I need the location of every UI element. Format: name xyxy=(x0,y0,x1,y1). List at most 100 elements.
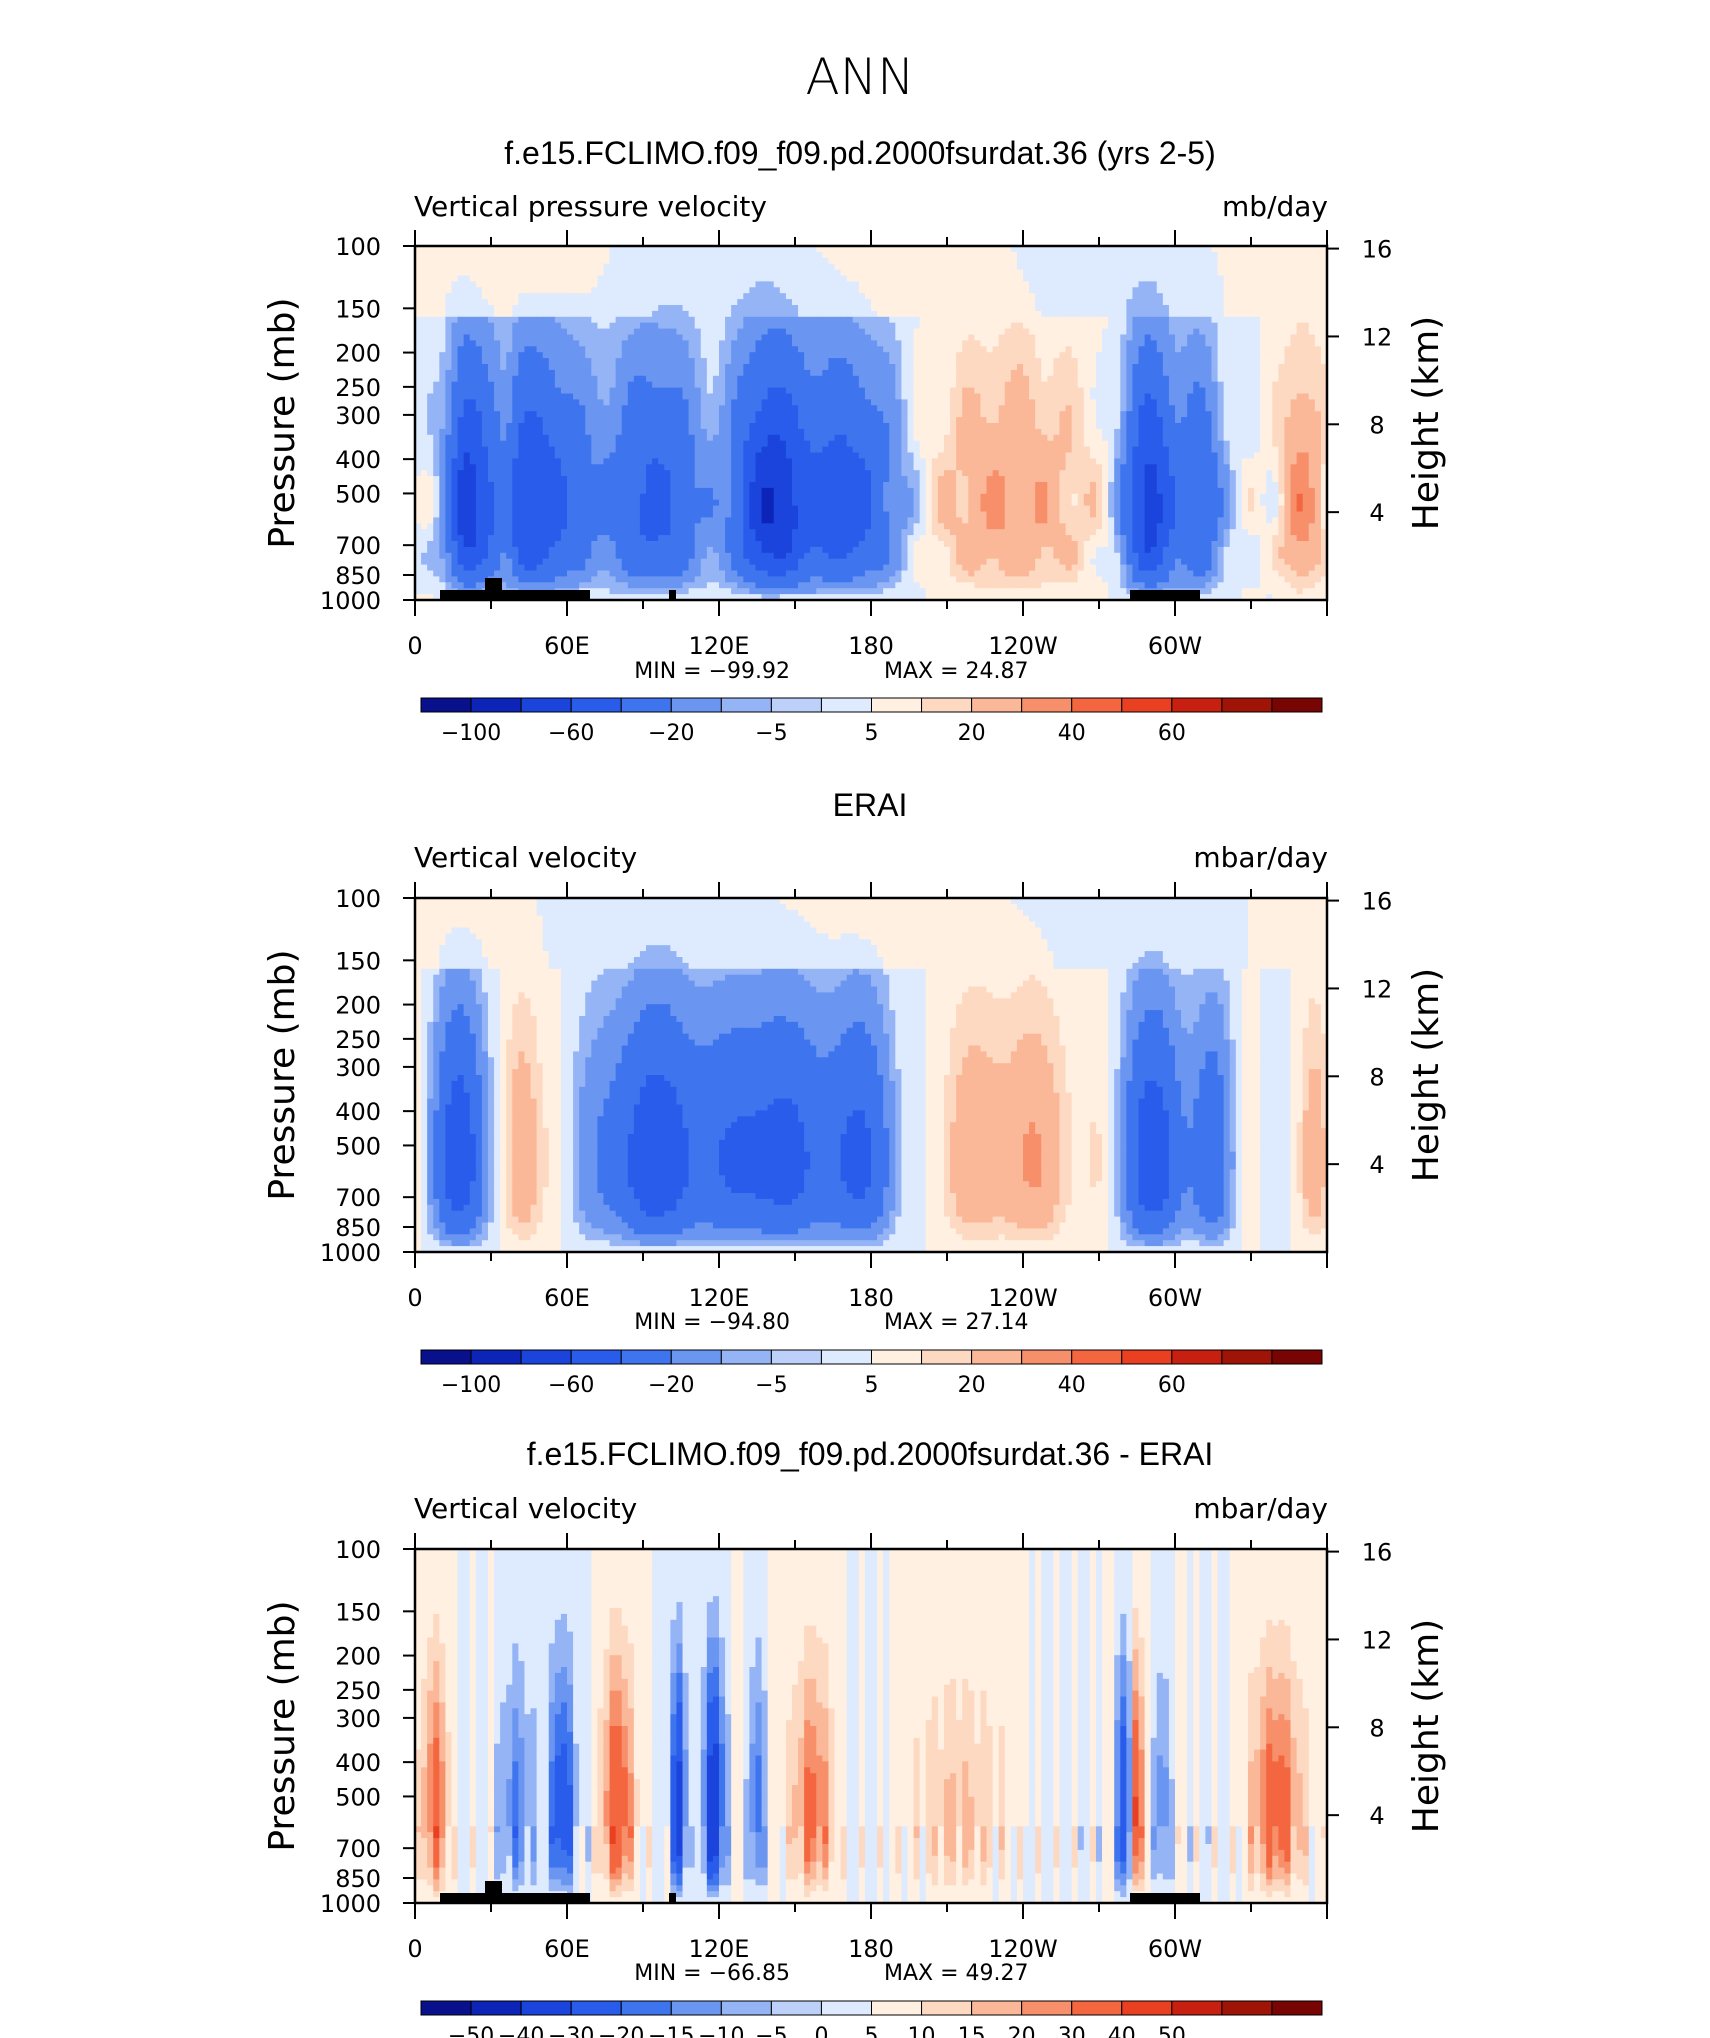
contour-cell xyxy=(1151,382,1158,389)
contour-cell xyxy=(458,311,465,318)
contour-cell xyxy=(1211,281,1218,288)
contour-cell xyxy=(1023,305,1030,312)
contour-cell xyxy=(731,423,738,430)
contour-cell xyxy=(1066,399,1073,406)
contour-cell xyxy=(725,358,732,365)
contour-cell xyxy=(859,329,866,336)
contour-cell xyxy=(1120,364,1127,371)
contour-cell xyxy=(853,370,860,377)
contour-cell xyxy=(1090,264,1097,271)
contour-cell xyxy=(883,382,890,389)
contour-cell xyxy=(458,382,465,389)
contour-cell xyxy=(518,329,525,336)
contour-cell xyxy=(804,352,811,359)
contour-cell xyxy=(907,276,914,283)
contour-cell xyxy=(1284,252,1291,259)
contour-cell xyxy=(1084,305,1091,312)
contour-cell xyxy=(1169,435,1176,442)
contour-cell xyxy=(1072,399,1079,406)
contour-cell xyxy=(701,258,708,265)
contour-cell xyxy=(743,258,750,265)
contour-cell xyxy=(1029,399,1036,406)
contour-cell xyxy=(470,417,477,424)
contour-cell xyxy=(1102,287,1109,294)
contour-cell xyxy=(616,311,623,318)
contour-cell xyxy=(883,435,890,442)
contour-cell xyxy=(658,417,665,424)
contour-cell xyxy=(1157,264,1164,271)
contour-cell xyxy=(883,329,890,336)
contour-cell xyxy=(1011,340,1018,347)
contour-cell xyxy=(993,417,1000,424)
contour-cell xyxy=(1151,264,1158,271)
contour-cell xyxy=(518,388,525,395)
contour-cell xyxy=(1047,429,1054,436)
contour-cell xyxy=(1029,270,1036,277)
contour-cell xyxy=(1291,352,1298,359)
contour-cell xyxy=(573,364,580,371)
contour-cell xyxy=(494,323,501,330)
contour-cell xyxy=(999,423,1006,430)
contour-cell xyxy=(1309,346,1316,353)
contour-cell xyxy=(537,441,544,448)
contour-cell xyxy=(950,329,957,336)
contour-cell xyxy=(1230,394,1237,401)
contour-cell xyxy=(835,346,842,353)
contour-cell xyxy=(488,405,495,412)
contour-cell xyxy=(500,340,507,347)
contour-cell xyxy=(1309,299,1316,306)
contour-cell xyxy=(603,258,610,265)
contour-cell xyxy=(1278,311,1285,318)
contour-cell xyxy=(597,405,604,412)
contour-cell xyxy=(1254,323,1261,330)
contour-cell xyxy=(713,311,720,318)
contour-cell xyxy=(1169,376,1176,383)
contour-cell xyxy=(1260,411,1267,418)
contour-cell xyxy=(622,358,629,365)
contour-cell xyxy=(859,317,866,324)
contour-cell xyxy=(798,317,805,324)
contour-cell xyxy=(719,270,726,277)
contour-cell xyxy=(1260,364,1267,371)
contour-cell xyxy=(926,405,933,412)
contour-cell xyxy=(1139,376,1146,383)
contour-cell xyxy=(956,394,963,401)
contour-cell xyxy=(676,340,683,347)
contour-cell xyxy=(914,305,921,312)
contour-cell xyxy=(950,305,957,312)
contour-cell xyxy=(956,311,963,318)
contour-cell xyxy=(591,323,598,330)
contour-cell xyxy=(597,264,604,271)
contour-cell xyxy=(506,335,513,342)
contour-cell xyxy=(914,382,921,389)
contour-cell xyxy=(920,311,927,318)
contour-cell xyxy=(1035,276,1042,283)
contour-cell xyxy=(707,435,714,442)
contour-cell xyxy=(828,264,835,271)
contour-cell xyxy=(427,346,434,353)
contour-cell xyxy=(676,429,683,436)
contour-cell xyxy=(524,411,531,418)
contour-cell xyxy=(1066,258,1073,265)
contour-cell xyxy=(494,405,501,412)
contour-cell xyxy=(439,399,446,406)
contour-cell xyxy=(1072,435,1079,442)
contour-cell xyxy=(640,329,647,336)
contour-cell xyxy=(476,252,483,259)
contour-cell xyxy=(1132,382,1139,389)
contour-cell xyxy=(1291,358,1298,365)
contour-cell xyxy=(743,323,750,330)
contour-cell xyxy=(451,311,458,318)
contour-cell xyxy=(1066,417,1073,424)
contour-cell xyxy=(573,299,580,306)
contour-cell xyxy=(506,276,513,283)
contour-cell xyxy=(439,281,446,288)
contour-cell xyxy=(482,264,489,271)
contour-cell xyxy=(561,411,568,418)
contour-cell xyxy=(719,293,726,300)
contour-cell xyxy=(488,281,495,288)
contour-cell xyxy=(1132,305,1139,312)
contour-cell xyxy=(524,258,531,265)
contour-cell xyxy=(774,281,781,288)
contour-cell xyxy=(780,346,787,353)
